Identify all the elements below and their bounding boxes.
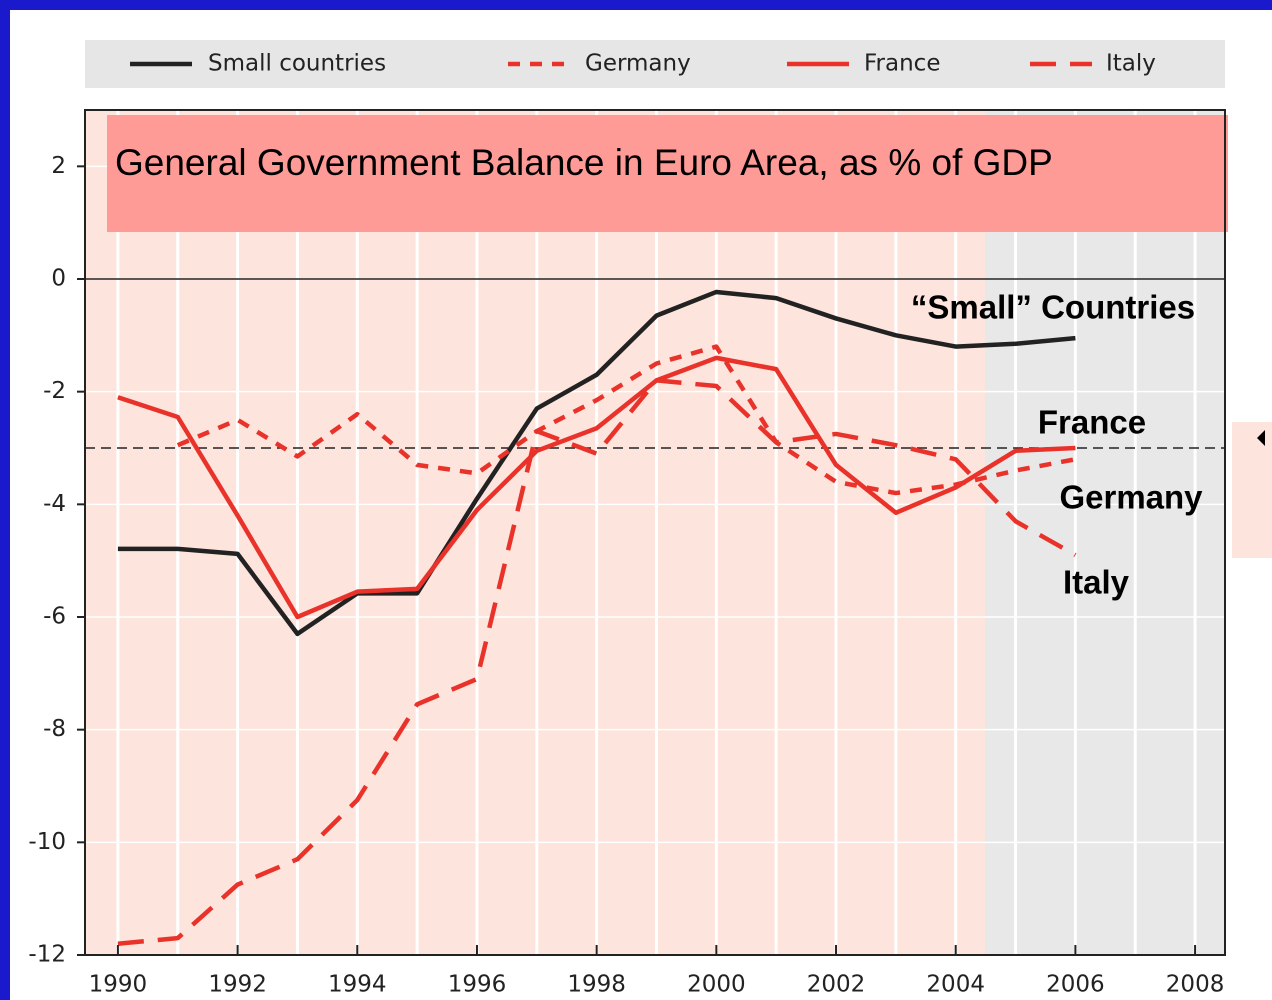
plot — [85, 278, 1225, 946]
y-tick-label: 0 — [51, 266, 66, 292]
grid — [85, 110, 1225, 956]
y-tick-label: -6 — [43, 604, 66, 630]
y-tick-label: -4 — [43, 491, 66, 517]
series-line — [117, 378, 1077, 946]
legend-label: Italy — [1106, 51, 1156, 77]
y-tick-label: -8 — [43, 716, 66, 742]
x-tick-label: 1996 — [448, 972, 507, 998]
plot-frame — [84, 109, 1226, 956]
x-tick-label: 2004 — [926, 972, 985, 998]
x-tick-label: 2008 — [1166, 972, 1225, 998]
annotation: France — [1038, 404, 1146, 441]
legend-label: France — [864, 51, 940, 77]
x-tick-label: 1990 — [89, 972, 148, 998]
annotation: “Small” Countries — [911, 289, 1195, 326]
x-tick-label: 1992 — [208, 972, 267, 998]
x-tick-label: 2000 — [687, 972, 746, 998]
annotation: Italy — [1063, 564, 1130, 601]
side-box — [1232, 422, 1272, 558]
forecast-region — [985, 110, 1225, 955]
x-tick-label: 2006 — [1046, 972, 1105, 998]
chart-title: General Government Balance in Euro Area,… — [115, 142, 1053, 183]
slide-border-top — [0, 0, 1272, 10]
series-line — [117, 289, 1076, 637]
legend-label: Small countries — [208, 51, 386, 77]
y-tick-label: 2 — [51, 153, 66, 179]
history-region — [85, 110, 985, 955]
legend-label: Germany — [585, 51, 691, 77]
x-tick-label: 2002 — [807, 972, 866, 998]
title-box — [107, 115, 1228, 232]
slide-border-left — [0, 0, 10, 1000]
x-tick-label: 1994 — [328, 972, 387, 998]
y-tick-label: -2 — [43, 378, 66, 404]
x-tick-label: 1998 — [567, 972, 626, 998]
annotation: Germany — [1059, 479, 1203, 516]
y-tick-label: -12 — [28, 942, 66, 968]
series-line — [117, 355, 1076, 620]
y-tick-label: -10 — [28, 829, 66, 855]
bullet — [1257, 430, 1265, 446]
